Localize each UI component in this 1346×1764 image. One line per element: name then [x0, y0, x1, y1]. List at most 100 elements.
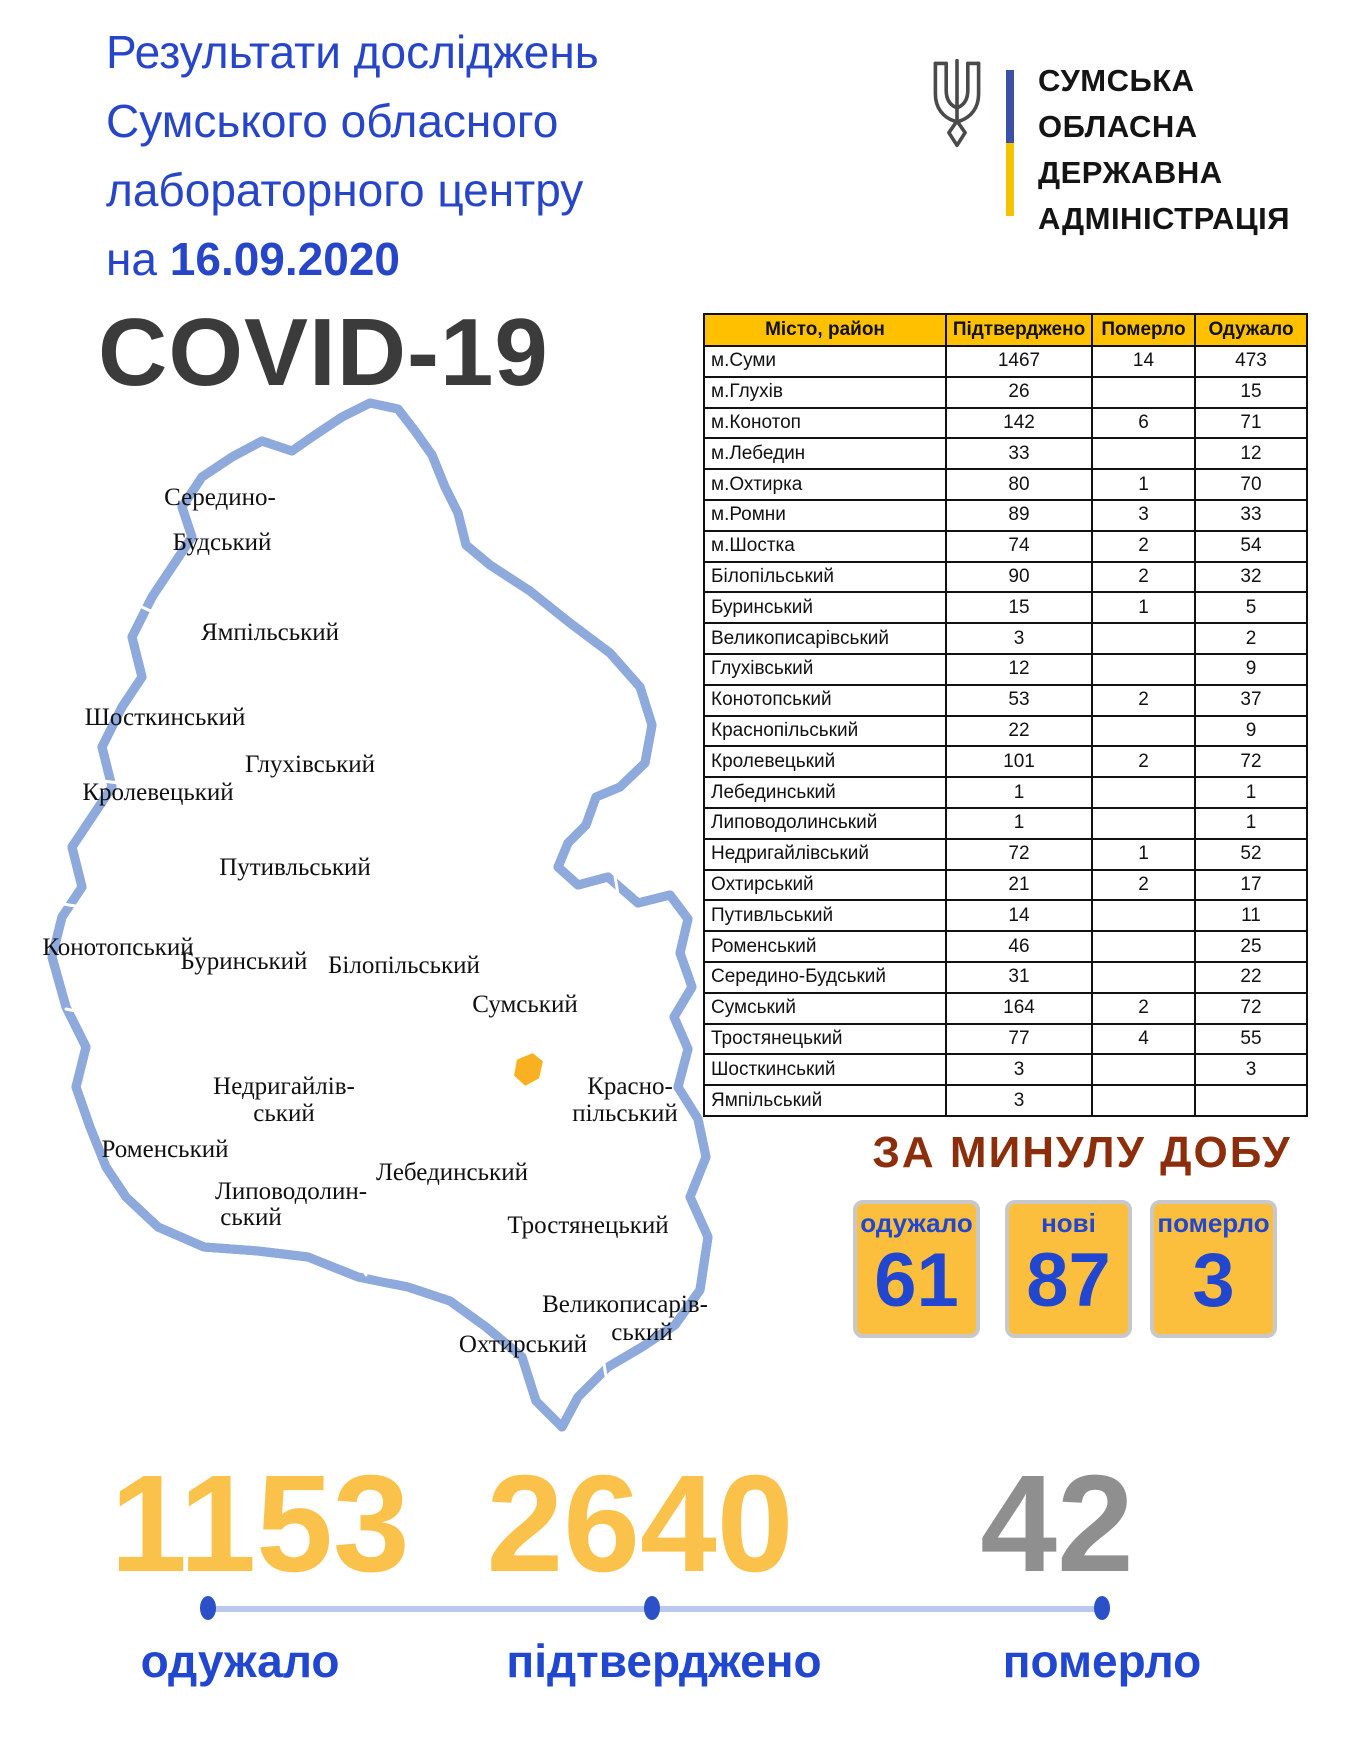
value-cell — [1091, 776, 1196, 809]
daily-card-new: нові 87 — [1005, 1200, 1132, 1338]
district-label: ський — [253, 1100, 314, 1127]
value-cell: 71 — [1194, 406, 1308, 440]
value-cell: 6 — [1091, 406, 1196, 440]
value-cell — [1091, 806, 1196, 840]
value-cell: 15 — [945, 591, 1093, 625]
value-cell: 1 — [1194, 806, 1308, 840]
district-label: Красно- — [587, 1073, 673, 1100]
value-cell — [1091, 1084, 1196, 1117]
table-header-row: Місто, район Підтверджено Померло Одужал… — [703, 313, 1308, 347]
table-row: Ямпільський 3 — [703, 1084, 1308, 1117]
district-name-cell: м.Охтирка — [703, 468, 947, 501]
value-cell: 22 — [1194, 960, 1308, 994]
district-name-cell: Шосткинський — [703, 1053, 947, 1087]
covid-heading: COVID-19 — [98, 299, 549, 406]
total-died-label: померло — [1002, 1635, 1202, 1687]
district-name-cell: Липоводолинський — [703, 806, 947, 840]
value-cell: 32 — [1194, 560, 1308, 594]
value-cell: 2 — [1091, 745, 1196, 779]
district-label: ський — [611, 1319, 672, 1346]
district-name-cell: Роменський — [703, 930, 947, 963]
district-label: Охтирський — [459, 1331, 587, 1358]
district-name-cell: м.Конотоп — [703, 406, 947, 440]
district-label: пільський — [572, 1100, 678, 1127]
column-header-recovered: Одужало — [1194, 313, 1308, 347]
value-cell: 1 — [1091, 468, 1196, 501]
organization-name: СУМСЬКА ОБЛАСНА ДЕРЖАВНА АДМІНІСТРАЦІЯ — [1038, 63, 1290, 236]
value-cell: 70 — [1194, 468, 1308, 501]
value-cell: 11 — [1194, 899, 1308, 933]
daily-card-label: одужало — [860, 1208, 973, 1238]
daily-card-value: 61 — [874, 1238, 959, 1323]
value-cell: 33 — [945, 437, 1093, 471]
value-cell: 1 — [945, 806, 1093, 840]
tryzub-trident-icon — [933, 58, 981, 148]
last-day-heading: ЗА МИНУЛУ ДОБУ — [872, 1128, 1292, 1177]
district-name-cell: Глухівський — [703, 652, 947, 686]
district-name-cell: Тростянецький — [703, 1022, 947, 1056]
table-row: м.Суми 1467 14 473 — [703, 345, 1308, 378]
district-label: Роменський — [101, 1136, 228, 1163]
district-label: Будський — [173, 529, 272, 556]
value-cell: 26 — [945, 375, 1093, 409]
timeline-dot — [644, 1596, 660, 1620]
sumy-oblast-districts-map: Середино- Будський Ямпільський Шосткинсь… — [42, 398, 713, 1432]
page-title: Результати досліджень Сумського обласног… — [106, 18, 599, 294]
value-cell — [1091, 375, 1196, 409]
value-cell: 89 — [945, 498, 1093, 532]
value-cell: 1 — [1091, 837, 1196, 871]
daily-card-value: 87 — [1026, 1238, 1111, 1323]
value-cell: 14 — [945, 899, 1093, 933]
table-row: Недригайлівський 72 1 52 — [703, 837, 1308, 871]
value-cell — [1091, 652, 1196, 686]
district-name-cell: Буринський — [703, 591, 947, 625]
value-cell: 1 — [945, 776, 1093, 809]
district-name-cell: м.Ромни — [703, 498, 947, 532]
total-recovered-label: одужало — [140, 1635, 340, 1687]
value-cell: 12 — [1194, 437, 1308, 471]
district-name-cell: Краснопільський — [703, 714, 947, 748]
value-cell: 142 — [945, 406, 1093, 440]
table-row: Глухівський 12 9 — [703, 652, 1308, 686]
value-cell: 17 — [1194, 868, 1308, 902]
table-row: Сумський 164 2 72 — [703, 991, 1308, 1025]
value-cell: 1 — [1194, 776, 1308, 809]
value-cell: 90 — [945, 560, 1093, 594]
district-name-cell: Путивльський — [703, 899, 947, 933]
district-name-cell: Лебединський — [703, 776, 947, 809]
value-cell: 72 — [945, 837, 1093, 871]
value-cell: 164 — [945, 991, 1093, 1025]
table-row: Роменський 46 25 — [703, 930, 1308, 963]
table-row: Шосткинський 3 3 — [703, 1053, 1308, 1087]
district-name-cell: м.Шостка — [703, 529, 947, 563]
total-confirmed-value: 2640 — [486, 1447, 794, 1601]
value-cell: 54 — [1194, 529, 1308, 563]
value-cell — [1091, 960, 1196, 994]
value-cell: 55 — [1194, 1022, 1308, 1056]
district-label: Кролевецький — [82, 779, 233, 806]
title-line-4: на 16.09.2020 — [106, 233, 401, 285]
daily-card-value: 3 — [1192, 1238, 1235, 1323]
value-cell: 72 — [1194, 745, 1308, 779]
district-name-cell: Недригайлівський — [703, 837, 947, 871]
value-cell — [1091, 930, 1196, 963]
district-name-cell: Ямпільський — [703, 1084, 947, 1117]
district-name-cell: Великописарівський — [703, 622, 947, 655]
value-cell: 74 — [945, 529, 1093, 563]
table-row: м.Ромни 89 3 33 — [703, 498, 1308, 532]
column-header-confirmed: Підтверджено — [945, 313, 1093, 347]
column-header-district: Місто, район — [703, 313, 947, 347]
value-cell: 72 — [1194, 991, 1308, 1025]
value-cell: 2 — [1091, 868, 1196, 902]
district-labels: Середино- Будський Ямпільський Шосткинсь… — [42, 484, 708, 1358]
value-cell — [1091, 899, 1196, 933]
district-label: Шосткинський — [85, 704, 246, 731]
district-label: ський — [220, 1204, 281, 1231]
district-name-cell: Середино-Будський — [703, 960, 947, 994]
value-cell: 101 — [945, 745, 1093, 779]
table-row: Білопільський 90 2 32 — [703, 560, 1308, 594]
total-recovered-value: 1153 — [110, 1447, 410, 1601]
report-date: 16.09.2020 — [169, 233, 401, 285]
daily-card-label: нові — [1041, 1208, 1096, 1238]
